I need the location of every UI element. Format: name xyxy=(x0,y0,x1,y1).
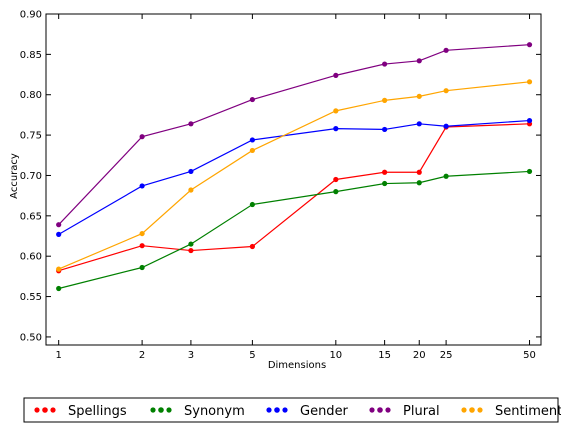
data-point-spellings xyxy=(416,169,422,175)
legend-marker-spellings xyxy=(50,407,56,413)
data-point-plural xyxy=(139,134,145,140)
data-point-spellings xyxy=(139,243,145,249)
x-tick-label: 10 xyxy=(329,350,342,361)
y-tick-label: 0.65 xyxy=(20,211,42,222)
legend-marker-sentiment xyxy=(461,407,467,413)
plot-frame xyxy=(45,13,542,346)
legend-box xyxy=(23,397,559,423)
legend-label-spellings: Spellings xyxy=(68,404,127,419)
x-tick-label: 50 xyxy=(523,350,536,361)
legend-marker-sentiment xyxy=(477,407,483,413)
data-point-synonym xyxy=(443,173,449,179)
legend-marker-plural xyxy=(369,407,375,413)
data-point-spellings xyxy=(333,176,339,183)
data-point-spellings xyxy=(382,169,388,175)
data-point-gender xyxy=(416,121,422,127)
legend-marker-synonym xyxy=(150,407,156,413)
plot-area: 0.50 0.55 0.60 0.65 0.70 0.75 0.80 0.85 0.90 1 2 3 5… xyxy=(20,10,542,361)
x-tick-label: 1 xyxy=(55,350,61,361)
data-point-synonym xyxy=(188,241,194,247)
x-axis-title: Dimensions xyxy=(268,360,326,371)
x-tick-label: 3 xyxy=(188,350,194,361)
x-tick-label: 15 xyxy=(378,350,391,361)
series-line-spellings xyxy=(58,123,530,272)
y-axis-title: Accuracy xyxy=(9,153,20,199)
legend-label-synonym: Synonym xyxy=(184,404,245,419)
data-point-gender xyxy=(56,231,62,237)
data-point-sentiment xyxy=(443,88,449,94)
legend-marker-sentiment xyxy=(469,407,475,413)
data-point-spellings xyxy=(249,243,255,250)
data-point-gender xyxy=(333,126,339,132)
data-point-plural xyxy=(443,47,449,53)
data-point-sentiment xyxy=(188,187,194,193)
legend-marker-gender xyxy=(266,407,272,413)
x-tick-label: 2 xyxy=(139,350,145,361)
data-point-sentiment xyxy=(526,79,533,85)
data-point-synonym xyxy=(139,264,145,271)
data-point-synonym xyxy=(56,285,62,292)
series-line-gender xyxy=(58,119,530,235)
legend-label-gender: Gender xyxy=(300,404,349,419)
legend: Spellings Synonym Gender Plural Sentiment xyxy=(23,397,561,423)
data-point-sentiment xyxy=(333,108,339,114)
data-point-plural xyxy=(56,222,62,228)
legend-marker-plural xyxy=(377,407,383,413)
x-tick-label: 20 xyxy=(413,350,426,361)
data-point-synonym xyxy=(416,180,422,186)
data-point-plural xyxy=(333,72,339,78)
data-point-gender xyxy=(526,117,533,124)
data-point-sentiment xyxy=(249,147,255,154)
data-point-gender xyxy=(188,168,194,175)
data-point-plural xyxy=(382,61,388,67)
y-tick-label: 0.85 xyxy=(20,50,42,61)
legend-marker-gender xyxy=(282,407,288,413)
data-point-synonym xyxy=(382,180,388,187)
y-tick-label: 0.60 xyxy=(20,252,42,263)
y-tick-label: 0.75 xyxy=(20,131,42,142)
legend-label-sentiment: Sentiment xyxy=(495,404,561,419)
data-point-sentiment xyxy=(56,266,62,272)
legend-marker-plural xyxy=(385,407,391,413)
data-point-gender xyxy=(443,123,449,129)
data-point-sentiment xyxy=(139,230,145,237)
data-point-plural xyxy=(188,121,194,127)
data-point-plural xyxy=(416,58,422,64)
y-tick-label: 0.90 xyxy=(20,10,42,21)
legend-marker-spellings xyxy=(34,407,40,413)
data-point-synonym xyxy=(526,168,533,175)
data-point-plural xyxy=(249,96,255,103)
data-point-gender xyxy=(139,183,145,189)
series-line-synonym xyxy=(58,170,530,290)
data-point-synonym xyxy=(249,201,255,208)
y-tick-label: 0.50 xyxy=(20,332,42,343)
data-point-gender xyxy=(249,137,255,143)
y-tick-label: 0.55 xyxy=(20,292,42,303)
data-point-synonym xyxy=(333,189,339,195)
data-point-sentiment xyxy=(416,93,422,99)
x-tick-label: 5 xyxy=(249,350,255,361)
legend-marker-spellings xyxy=(42,407,48,413)
data-point-sentiment xyxy=(382,97,388,103)
legend-marker-gender xyxy=(274,407,280,413)
legend-label-plural: Plural xyxy=(403,404,440,419)
y-tick-label: 0.80 xyxy=(20,90,42,101)
x-tick-label: 25 xyxy=(440,350,453,361)
data-point-plural xyxy=(526,42,533,48)
y-tick-label: 0.70 xyxy=(20,171,42,182)
legend-marker-synonym xyxy=(158,407,164,413)
data-point-gender xyxy=(382,126,388,133)
data-point-spellings xyxy=(188,247,194,254)
legend-marker-synonym xyxy=(166,407,172,413)
